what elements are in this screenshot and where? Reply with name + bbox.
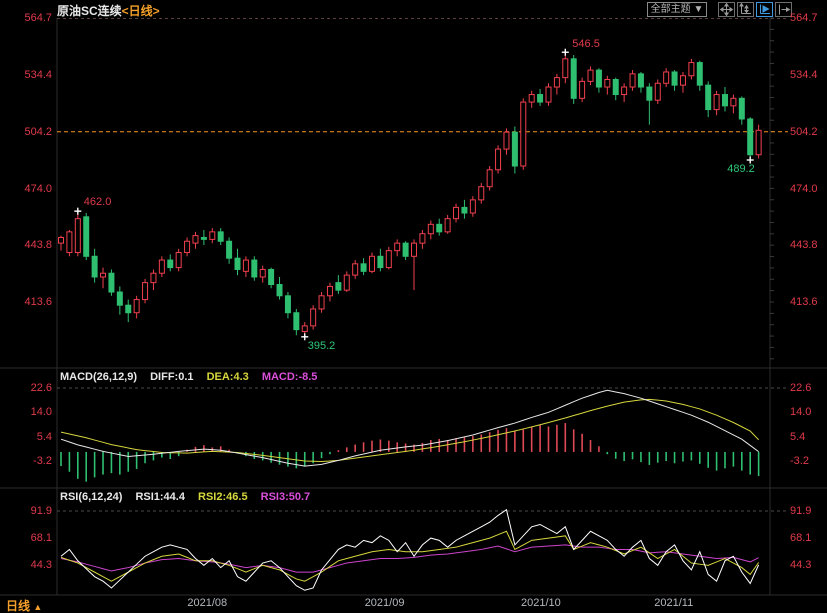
main-y-tick-left: 504.2	[24, 125, 52, 138]
rsi-y-tick-right: 68.1	[790, 531, 812, 544]
timeframe-label: 日线	[6, 599, 31, 613]
rsi1-value: RSI1:44.4	[135, 491, 185, 503]
main-y-tick-left: 443.8	[24, 239, 52, 252]
macd-y-tick-left: 5.4	[36, 430, 52, 443]
x-axis-date-label: 2021/09	[364, 597, 405, 609]
main-y-tick-right: 474.0	[790, 182, 818, 195]
instrument-name: 原油SC连续	[57, 4, 122, 18]
macd-dea-value: DEA:4.3	[206, 371, 249, 383]
pan-icon[interactable]	[718, 2, 735, 17]
macd-y-tick-left: -3.2	[33, 454, 52, 467]
rsi-y-tick-left: 91.9	[30, 505, 52, 517]
triangle-up-icon: ▲	[33, 602, 43, 612]
macd-y-tick-right: -3.2	[790, 454, 809, 467]
macd-macd-value: MACD:-8.5	[261, 371, 318, 383]
theme-dropdown-label: 全部主题	[650, 4, 691, 15]
price-annotation-489.2: 489.2	[727, 163, 755, 175]
main-y-tick-right: 534.4	[790, 68, 818, 81]
rsi-y-tick-left: 44.3	[30, 558, 52, 571]
macd-name: MACD(26,12,9)	[60, 371, 138, 383]
main-y-tick-left: 474.0	[24, 182, 52, 195]
chart-title: 原油SC连续<日线>	[57, 2, 160, 19]
main-y-tick-left: 564.7	[24, 12, 52, 24]
main-y-tick-left: 413.6	[24, 296, 52, 309]
macd-y-tick-right: 14.0	[790, 406, 812, 419]
main-y-tick-right: 443.8	[790, 239, 818, 252]
axis-range-icon[interactable]	[737, 2, 754, 17]
price-annotation-462.0: 462.0	[83, 196, 112, 209]
main-y-tick-right: 564.7	[790, 12, 818, 24]
rsi-y-tick-left: 68.1	[30, 531, 52, 544]
price-annotation-395.2: 395.2	[307, 339, 336, 352]
rsi-name: RSI(6,12,24)	[60, 491, 123, 503]
main-y-tick-right: 413.6	[790, 296, 818, 309]
axis-shift-icon[interactable]	[775, 2, 792, 17]
main-y-tick-left: 534.4	[24, 68, 52, 81]
rsi2-value: RSI2:46.5	[198, 491, 248, 503]
rsi-y-tick-right: 91.9	[790, 505, 812, 517]
macd-y-tick-left: 22.6	[30, 382, 52, 394]
macd-diff-value: DIFF:0.1	[150, 371, 194, 383]
period-tag: <日线>	[121, 4, 160, 18]
axis-play-icon[interactable]	[756, 2, 773, 17]
rsi-y-tick-right: 44.3	[790, 558, 812, 571]
macd-y-tick-right: 5.4	[790, 430, 806, 443]
x-axis-date-label: 2021/10	[521, 597, 561, 609]
main-y-tick-right: 504.2	[790, 125, 818, 138]
price-annotation-546.5: 546.5	[572, 38, 600, 51]
macd-y-tick-right: 22.6	[790, 382, 812, 394]
timeframe-selector[interactable]: 日线 ▲	[6, 597, 42, 613]
x-axis-date-label: 2021/08	[187, 597, 228, 609]
x-axis-date-label: 2021/11	[654, 597, 694, 609]
theme-dropdown[interactable]: 全部主题 ▼	[647, 2, 707, 17]
chevron-down-icon: ▼	[693, 4, 704, 15]
rsi-header: RSI(6,12,24) RSI1:44.4 RSI2:46.5 RSI3:50…	[60, 491, 320, 503]
macd-header: MACD(26,12,9) DIFF:0.1 DEA:4.3 MACD:-8.5	[60, 371, 327, 383]
macd-y-tick-left: 14.0	[30, 406, 52, 419]
rsi3-value: RSI3:50.7	[260, 491, 311, 503]
